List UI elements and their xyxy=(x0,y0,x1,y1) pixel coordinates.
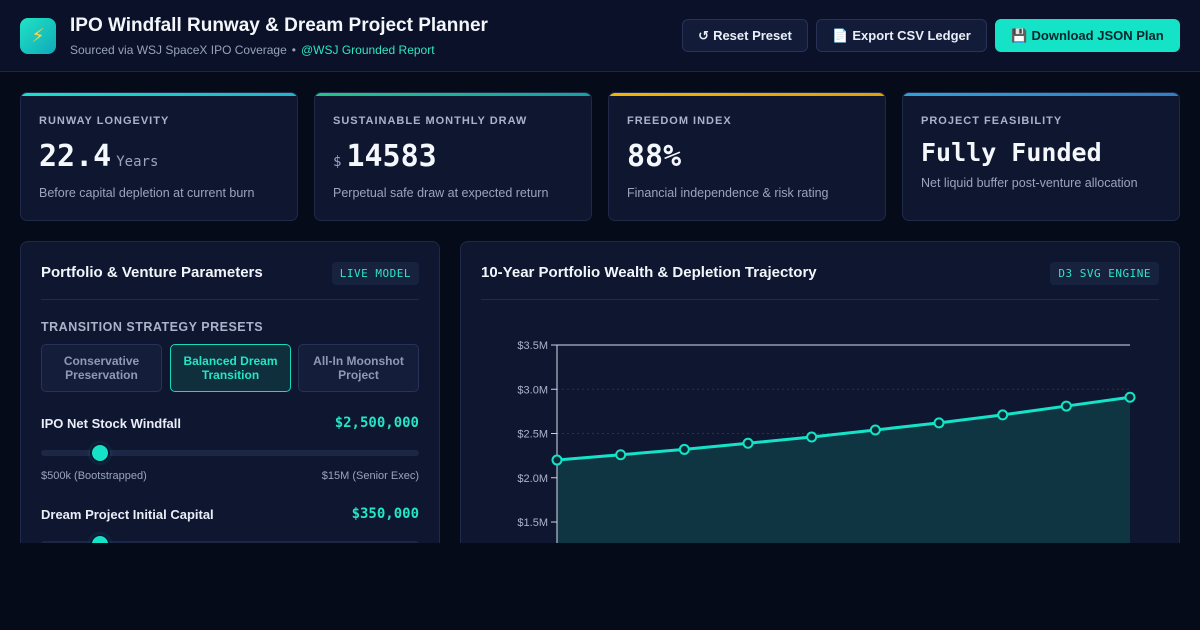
area-fill xyxy=(557,397,1130,567)
card-accent-line xyxy=(315,93,591,96)
download-json-button[interactable]: 💾 Download JSON Plan xyxy=(995,19,1180,52)
stat-value: 22.4 xyxy=(39,139,112,174)
windfall-value: $2,500,000 xyxy=(334,415,419,431)
stat-label: FREEDOM INDEX xyxy=(627,115,732,127)
export-csv-label: Export CSV Ledger xyxy=(852,28,971,43)
stat-card-runway: RUNWAY LONGEVITY 22.4 Years Before capit… xyxy=(20,92,298,221)
capital-label: Dream Project Initial Capital xyxy=(41,507,214,522)
data-point xyxy=(551,454,563,466)
windfall-slider[interactable] xyxy=(41,445,419,461)
subtitle-source: Sourced via WSJ SpaceX IPO Coverage xyxy=(70,43,287,57)
data-point xyxy=(678,443,690,455)
y-tick-label: $2.0M xyxy=(517,473,548,485)
y-tick-label: $3.0M xyxy=(517,384,548,396)
y-tick-label: $3.5M xyxy=(517,340,548,352)
stat-label: RUNWAY LONGEVITY xyxy=(39,115,170,127)
reset-icon: ↺ xyxy=(698,27,710,43)
data-point xyxy=(869,424,881,436)
stat-card-freedom-index: FREEDOM INDEX 88% Financial independence… xyxy=(608,92,886,221)
y-tick-label: $1.5M xyxy=(517,517,548,529)
y-tick-label: $2.5M xyxy=(517,429,548,441)
stat-card-monthly-draw: SUSTAINABLE MONTHLY DRAW $ 14583 Perpetu… xyxy=(314,92,592,221)
chart-title: 10-Year Portfolio Wealth & Depletion Tra… xyxy=(481,264,817,281)
app-title: IPO Windfall Runway & Dream Project Plan… xyxy=(70,15,488,36)
panel-divider xyxy=(41,299,419,300)
windfall-min-label: $500k (Bootstrapped) xyxy=(41,470,147,482)
stat-description: Financial independence & risk rating xyxy=(627,186,829,200)
windfall-label: IPO Net Stock Windfall xyxy=(41,416,182,431)
reset-preset-label: Reset Preset xyxy=(713,28,792,43)
wealth-trajectory-chart: $3.5M $3.0M $2.5M $2.0M $1.5M xyxy=(517,340,1136,622)
stat-description: Net liquid buffer post-venture allocatio… xyxy=(921,176,1138,190)
capital-value: $350,000 xyxy=(351,506,419,522)
card-accent-line xyxy=(903,93,1179,96)
floppy-disk-icon: 💾 xyxy=(1011,27,1028,43)
stat-value: 88% xyxy=(627,139,682,174)
export-csv-button[interactable]: 📄 Export CSV Ledger xyxy=(816,19,987,52)
stat-label: SUSTAINABLE MONTHLY DRAW xyxy=(333,115,528,127)
series-line xyxy=(556,395,1131,462)
preset-moonshot-button[interactable]: All-In Moonshot Project xyxy=(298,344,419,392)
data-point xyxy=(742,437,754,449)
stat-value: Fully Funded xyxy=(921,138,1102,167)
presets-section-label: TRANSITION STRATEGY PRESETS xyxy=(41,320,264,334)
stat-unit: Years xyxy=(116,154,159,170)
stat-prefix: $ xyxy=(333,154,342,170)
reset-preset-button[interactable]: ↺ Reset Preset xyxy=(682,19,808,52)
stat-value: 14583 xyxy=(346,139,437,174)
app-header: ⚡ IPO Windfall Runway & Dream Project Pl… xyxy=(0,0,1200,72)
windfall-max-label: $15M (Senior Exec) xyxy=(321,470,419,482)
data-point xyxy=(933,417,945,429)
svg-engine-badge: D3 SVG ENGINE xyxy=(1050,262,1159,285)
data-point xyxy=(615,449,627,461)
stat-label: PROJECT FEASIBILITY xyxy=(921,115,1063,127)
data-point xyxy=(1124,391,1136,403)
page-bottom-background xyxy=(0,543,1200,630)
data-point xyxy=(997,409,1009,421)
data-point xyxy=(806,431,818,443)
app-subtitle: Sourced via WSJ SpaceX IPO Coverage • @WSJ… xyxy=(70,43,435,57)
stat-description: Perpetual safe draw at expected return xyxy=(333,186,549,200)
stat-card-feasibility: PROJECT FEASIBILITY Fully Funded Net liq… xyxy=(902,92,1180,221)
preset-conservative-button[interactable]: Conservative Preservation xyxy=(41,344,162,392)
stat-description: Before capital depletion at current burn xyxy=(39,186,255,200)
source-link[interactable]: @WSJ Grounded Report xyxy=(300,43,435,57)
preset-balanced-button[interactable]: Balanced Dream Transition xyxy=(170,344,291,392)
card-accent-line xyxy=(609,93,885,96)
windfall-slider-thumb[interactable] xyxy=(91,445,108,461)
subtitle-separator: • xyxy=(291,43,296,57)
panel-title: Portfolio & Venture Parameters xyxy=(41,264,263,281)
data-point xyxy=(1060,400,1072,412)
lightning-bolt-icon: ⚡ xyxy=(20,18,56,54)
live-model-badge: LIVE MODEL xyxy=(331,262,419,285)
download-json-label: Download JSON Plan xyxy=(1031,28,1164,43)
panel-divider xyxy=(481,299,1159,300)
document-icon: 📄 xyxy=(832,27,849,43)
card-accent-line xyxy=(21,93,297,96)
